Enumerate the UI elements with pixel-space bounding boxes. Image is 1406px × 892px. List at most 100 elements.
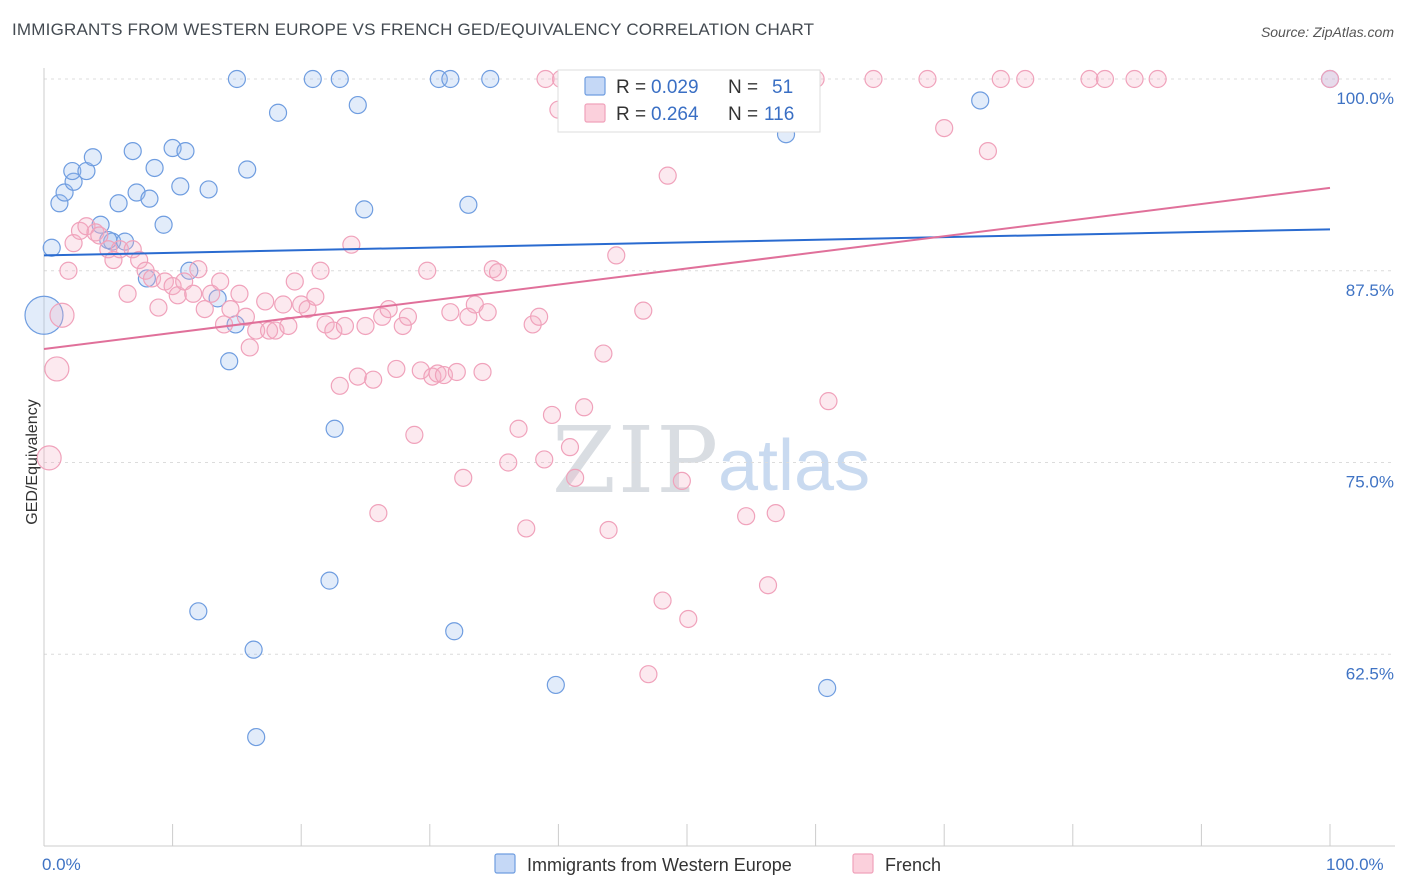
- point-french: [118, 284, 137, 303]
- legend-n-value-2: 116: [764, 104, 794, 125]
- point-french: [1320, 69, 1340, 89]
- point-western-europe: [140, 189, 159, 208]
- point-western-europe: [199, 180, 218, 199]
- point-french: [211, 272, 230, 291]
- point-french: [393, 316, 412, 336]
- point-french: [77, 217, 96, 236]
- x-tick-max: 100.0%: [1326, 855, 1384, 874]
- point-french: [634, 301, 653, 320]
- point-french: [679, 609, 698, 629]
- point-french: [36, 445, 62, 471]
- point-french: [1080, 69, 1099, 89]
- point-french: [202, 284, 221, 303]
- point-western-europe: [83, 148, 102, 167]
- point-french: [90, 226, 109, 245]
- point-western-europe: [348, 95, 367, 115]
- point-french: [454, 468, 473, 487]
- point-french: [575, 398, 594, 417]
- point-western-europe: [180, 261, 199, 280]
- source-note: Source: ZipAtlas.com: [1260, 24, 1394, 40]
- point-french: [44, 356, 70, 382]
- point-french: [256, 292, 275, 311]
- point-western-europe: [24, 295, 64, 335]
- point-french: [335, 316, 355, 336]
- point-french: [195, 300, 214, 319]
- point-french: [599, 520, 618, 540]
- point-french: [342, 235, 361, 254]
- point-french: [175, 272, 194, 291]
- legend-top: R = 0.029 N = 51 R = 0.264 N = 116: [557, 69, 821, 133]
- legend-r-value-2: 0.264: [651, 104, 699, 125]
- point-western-europe: [145, 158, 164, 178]
- point-western-europe: [42, 238, 61, 257]
- point-french: [1125, 69, 1144, 89]
- point-french: [758, 576, 778, 595]
- point-french: [473, 362, 492, 382]
- y-tick-label: 62.5%: [1346, 664, 1394, 683]
- watermark-zip: ZIP: [552, 407, 720, 514]
- point-western-europe: [220, 352, 239, 371]
- point-french: [658, 166, 677, 185]
- trend-lines: [43, 186, 1331, 350]
- point-french: [292, 295, 311, 314]
- y-tick-label: 75.0%: [1346, 473, 1394, 492]
- point-western-europe: [238, 160, 257, 179]
- point-french: [819, 392, 838, 411]
- point-western-europe: [818, 678, 837, 698]
- point-western-europe: [247, 727, 266, 747]
- point-french: [184, 284, 203, 303]
- y-tick-label: 100.0%: [1336, 89, 1394, 108]
- point-french: [509, 419, 528, 438]
- point-western-europe: [268, 103, 288, 122]
- point-french: [130, 250, 149, 270]
- legend-n-value-1: 51: [772, 77, 793, 98]
- point-french: [387, 359, 406, 379]
- point-french: [542, 405, 562, 425]
- watermark-atlas: atlas: [718, 426, 870, 506]
- point-french: [535, 450, 554, 469]
- trend-line-western-europe: [43, 228, 1331, 257]
- point-french: [499, 453, 518, 472]
- point-western-europe: [441, 69, 460, 89]
- point-french: [230, 284, 249, 303]
- point-french: [737, 507, 756, 526]
- point-western-europe: [546, 675, 565, 695]
- point-western-europe: [325, 419, 344, 438]
- point-western-europe: [63, 161, 82, 181]
- point-french: [324, 321, 343, 340]
- data-points: [24, 69, 1340, 747]
- point-western-europe: [481, 69, 500, 89]
- point-french: [672, 471, 691, 491]
- y-tick-label: 87.5%: [1346, 281, 1394, 300]
- point-western-europe: [137, 269, 156, 288]
- legend-bottom-swatch-blue: [494, 853, 516, 874]
- point-french: [398, 307, 418, 326]
- point-french: [214, 315, 234, 334]
- y-axis-label: GED/Equivalency: [24, 399, 41, 524]
- point-french: [379, 300, 398, 319]
- point-french: [236, 307, 256, 326]
- point-french: [163, 276, 182, 296]
- point-french: [483, 260, 502, 279]
- legend-swatch-pink: [584, 103, 606, 123]
- point-french: [478, 303, 497, 322]
- point-french: [364, 370, 383, 389]
- point-french: [369, 504, 388, 523]
- legend-bottom-label-blue: Immigrants from Western Europe: [527, 855, 792, 875]
- legend-bottom-swatch-pink: [852, 853, 874, 874]
- y-tick-labels: 62.5% 75.0% 87.5% 100.0%: [1336, 89, 1394, 683]
- point-western-europe: [154, 215, 173, 234]
- chart-title: IMMIGRANTS FROM WESTERN EUROPE VS FRENCH…: [12, 20, 815, 39]
- point-french: [530, 307, 549, 326]
- point-french: [935, 118, 954, 138]
- point-french: [594, 344, 613, 363]
- point-french: [240, 338, 259, 357]
- point-western-europe: [445, 622, 464, 641]
- point-western-europe: [227, 69, 246, 89]
- point-western-europe: [176, 141, 195, 161]
- legend-bottom-label-pink: French: [885, 855, 941, 875]
- point-french: [517, 519, 536, 538]
- point-french: [149, 298, 168, 317]
- legend-n-label-1: N =: [728, 77, 758, 98]
- point-french: [560, 438, 580, 457]
